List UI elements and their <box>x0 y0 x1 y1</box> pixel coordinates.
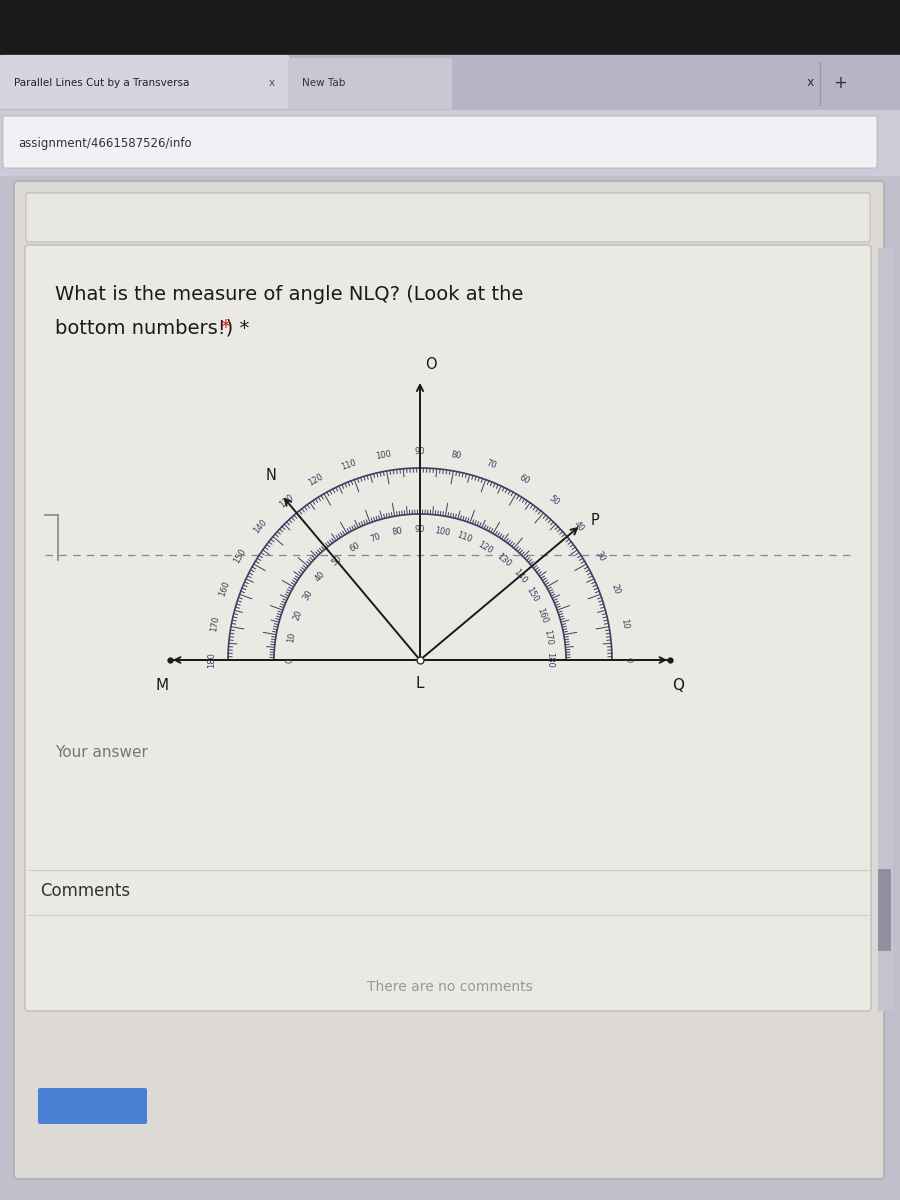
Text: N: N <box>266 468 277 484</box>
Text: assignment/4661587526/info: assignment/4661587526/info <box>18 137 192 150</box>
Text: 170: 170 <box>210 616 221 632</box>
Text: bottom numbers!) *: bottom numbers!) * <box>55 318 249 337</box>
Text: What is the measure of angle NLQ? (Look at the: What is the measure of angle NLQ? (Look … <box>55 284 524 304</box>
Text: There are no comments: There are no comments <box>367 980 533 994</box>
Text: O: O <box>425 358 436 372</box>
FancyBboxPatch shape <box>3 116 877 168</box>
Text: New Tab: New Tab <box>302 78 346 88</box>
Text: 40: 40 <box>313 570 328 583</box>
Text: x: x <box>806 77 814 90</box>
Text: 10: 10 <box>286 631 297 643</box>
FancyBboxPatch shape <box>25 245 871 1010</box>
Text: 80: 80 <box>450 450 462 461</box>
Text: 140: 140 <box>252 517 269 535</box>
Text: 150: 150 <box>232 547 248 565</box>
FancyBboxPatch shape <box>26 193 870 242</box>
Text: M: M <box>156 678 168 692</box>
Text: 60: 60 <box>348 541 362 554</box>
Text: 90: 90 <box>415 448 425 456</box>
Text: 90: 90 <box>415 526 425 534</box>
Text: Q: Q <box>672 678 684 692</box>
Text: 100: 100 <box>434 526 451 538</box>
FancyBboxPatch shape <box>0 55 289 109</box>
Text: 110: 110 <box>340 457 358 472</box>
Text: 130: 130 <box>277 492 295 509</box>
Text: 80: 80 <box>392 527 403 538</box>
Text: 140: 140 <box>511 568 528 586</box>
Text: Your answer: Your answer <box>55 745 148 760</box>
Text: Parallel Lines Cut by a Transversa: Parallel Lines Cut by a Transversa <box>14 78 189 88</box>
Text: 20: 20 <box>609 582 622 595</box>
Text: 0: 0 <box>624 658 633 662</box>
Text: 20: 20 <box>292 610 304 622</box>
Text: 130: 130 <box>495 552 512 569</box>
Text: 40: 40 <box>572 520 586 533</box>
FancyBboxPatch shape <box>14 181 884 1178</box>
Text: P: P <box>591 512 599 528</box>
FancyBboxPatch shape <box>38 1088 147 1124</box>
Text: 0: 0 <box>285 658 294 662</box>
Text: 170: 170 <box>542 629 554 646</box>
Text: 150: 150 <box>525 586 540 604</box>
Text: 110: 110 <box>455 530 473 545</box>
Text: 50: 50 <box>329 553 344 568</box>
Text: x: x <box>269 78 275 88</box>
Text: 70: 70 <box>484 458 498 470</box>
Text: 70: 70 <box>369 532 382 544</box>
Text: +: + <box>833 74 847 92</box>
Text: Comments: Comments <box>40 882 130 900</box>
Text: L: L <box>416 676 424 691</box>
FancyBboxPatch shape <box>878 869 891 950</box>
Text: *: * <box>220 318 230 337</box>
Text: 120: 120 <box>307 472 325 487</box>
Text: 100: 100 <box>375 449 392 461</box>
Text: 180: 180 <box>545 652 554 668</box>
Text: 50: 50 <box>547 494 561 508</box>
Text: 180: 180 <box>208 652 217 668</box>
Text: 160: 160 <box>536 606 549 624</box>
Text: 30: 30 <box>301 588 314 602</box>
Text: 10: 10 <box>619 618 630 630</box>
Text: 120: 120 <box>476 540 494 556</box>
Text: 160: 160 <box>218 580 231 598</box>
FancyBboxPatch shape <box>288 58 452 109</box>
Text: 60: 60 <box>518 473 531 486</box>
Text: 30: 30 <box>594 550 607 563</box>
